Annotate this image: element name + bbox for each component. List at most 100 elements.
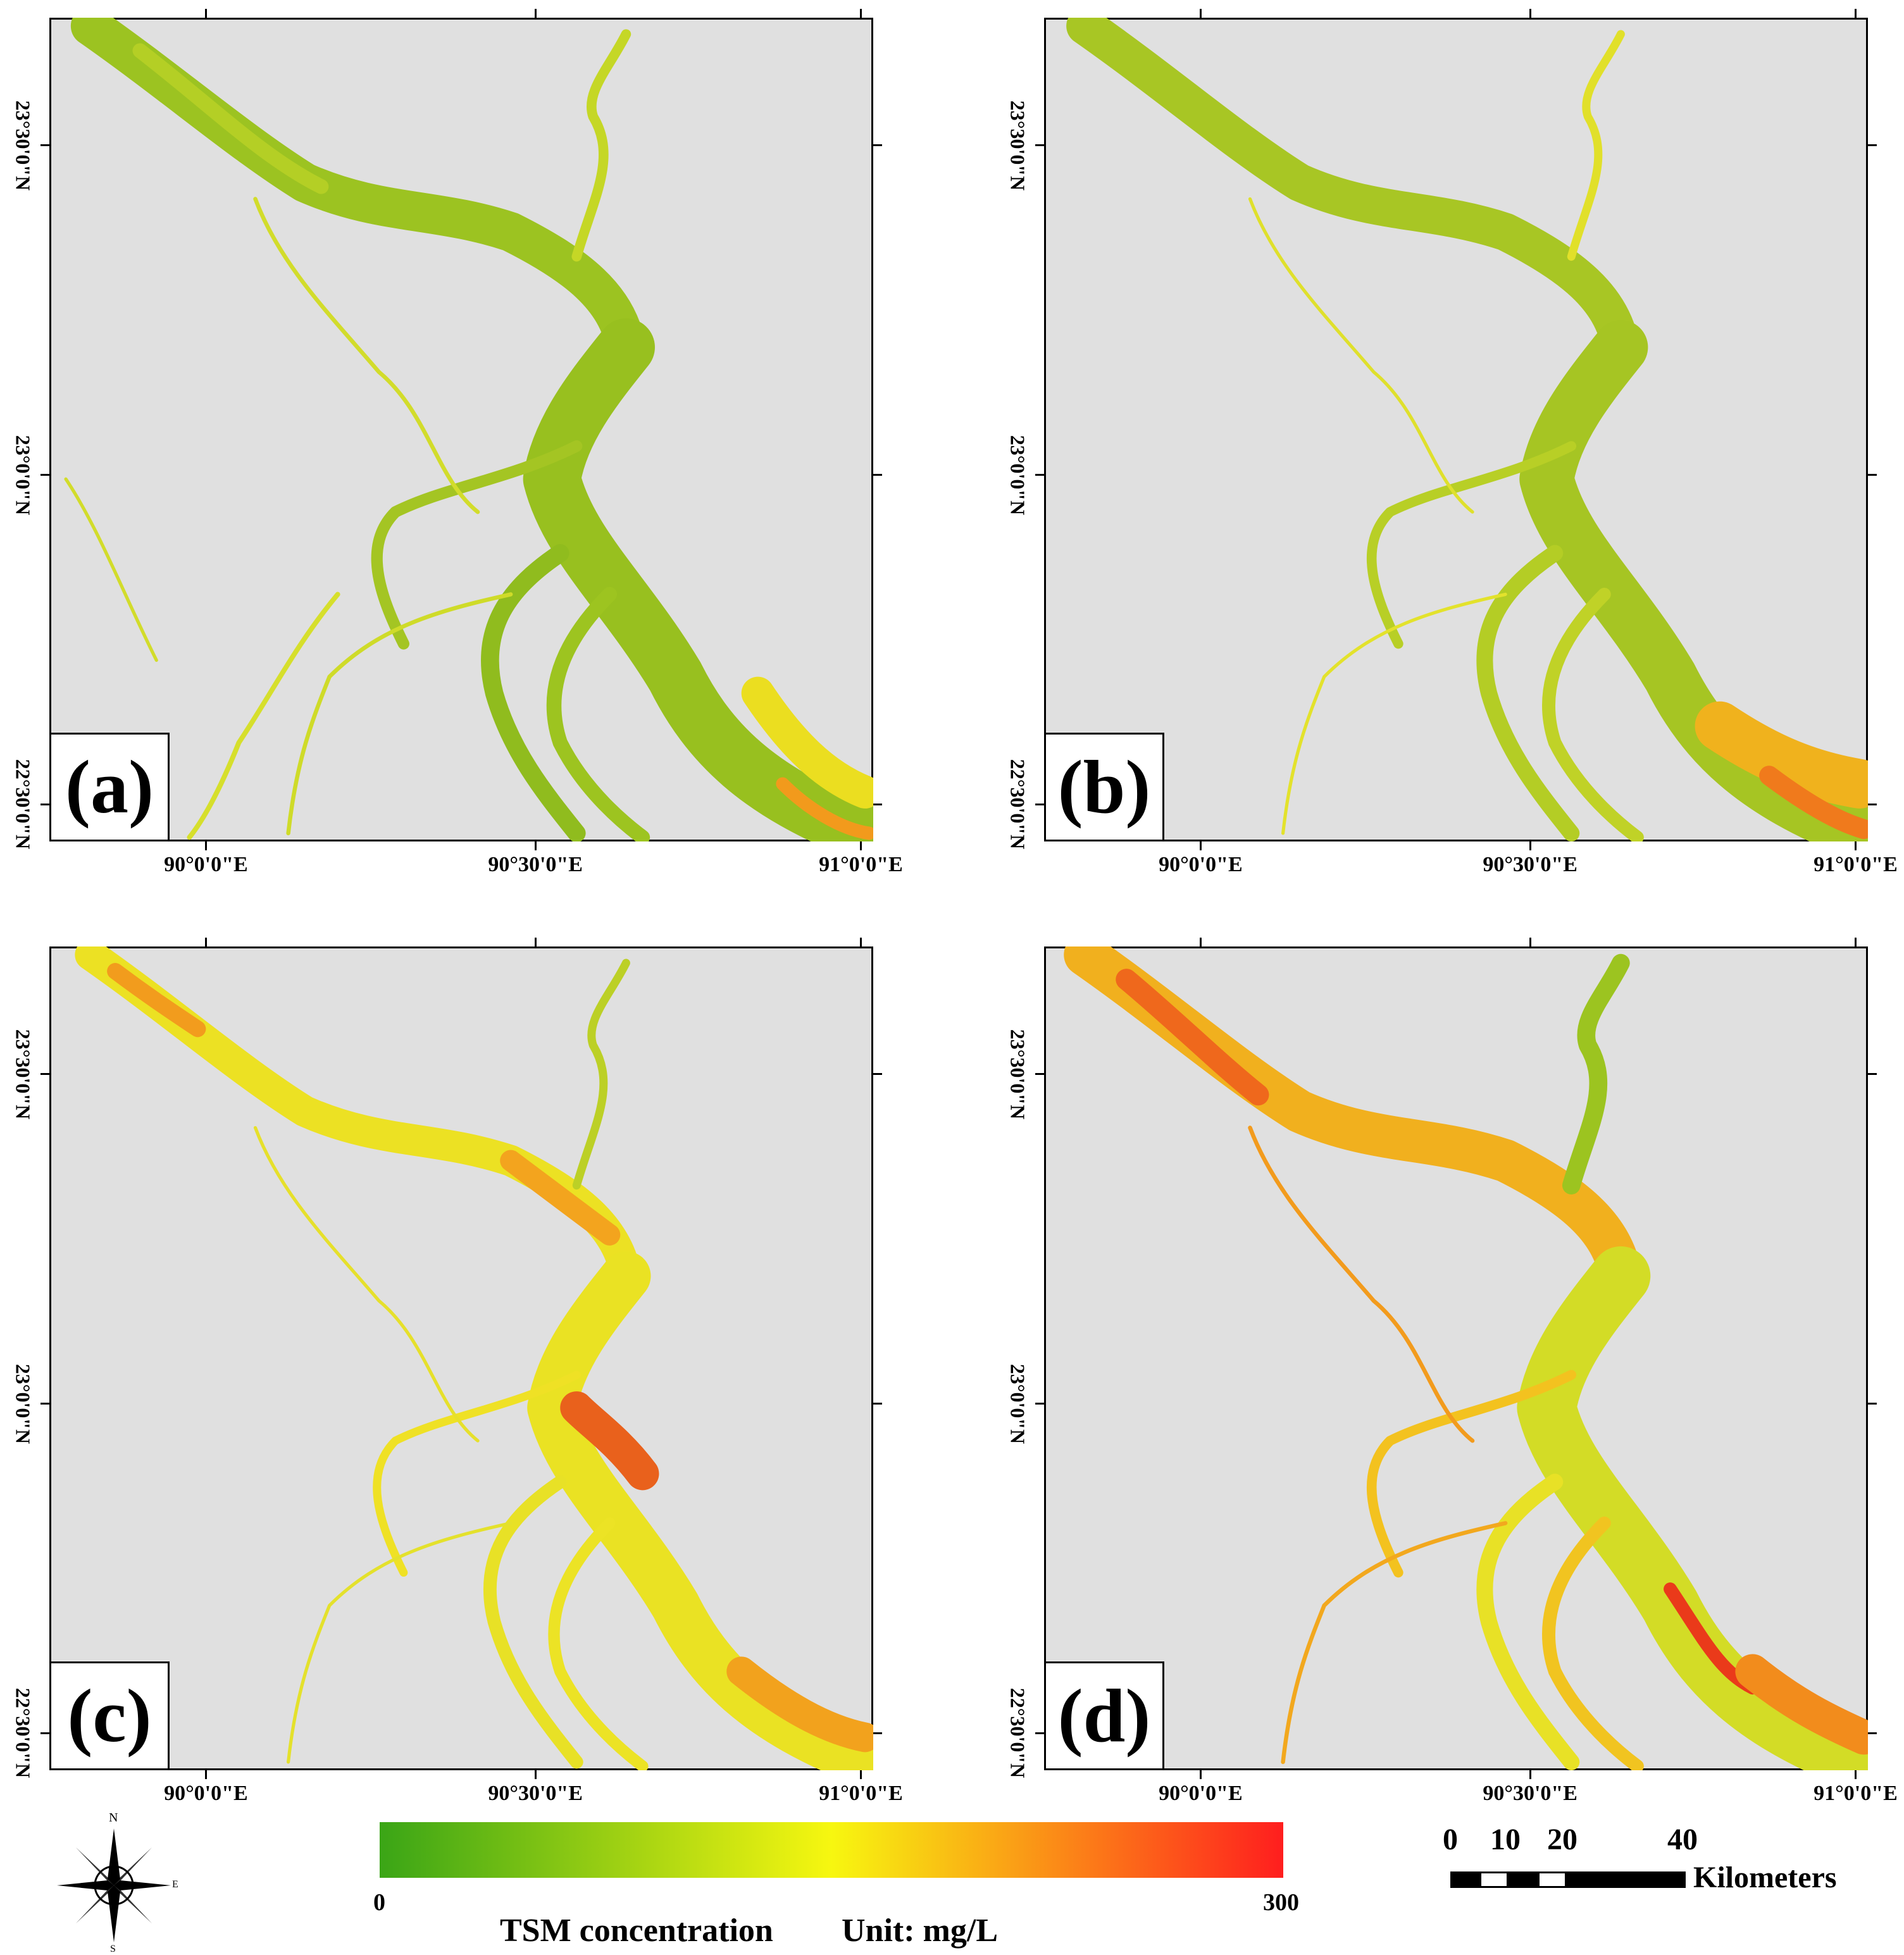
tsm-color-ramp bbox=[380, 1822, 1283, 1878]
compass-rose-icon bbox=[57, 1828, 171, 1942]
legend-max-label: 300 bbox=[1263, 1889, 1299, 1916]
axis-tick bbox=[859, 9, 862, 18]
axis-tick bbox=[1035, 1732, 1044, 1734]
axis-tick bbox=[1035, 803, 1044, 805]
map-panel-b: (b) bbox=[1044, 18, 1868, 841]
legend-title: TSM concentration bbox=[500, 1913, 773, 1949]
axis-tick bbox=[534, 9, 537, 18]
x-axis-label: 91°0'0"E bbox=[819, 1782, 903, 1805]
axis-tick bbox=[1868, 1732, 1877, 1734]
x-axis-label: 91°0'0"E bbox=[1814, 1782, 1898, 1805]
x-axis-label: 90°0'0"E bbox=[164, 1782, 248, 1805]
panel-label: (d) bbox=[1044, 1661, 1164, 1770]
panel-label: (c) bbox=[49, 1661, 170, 1770]
axis-tick bbox=[1868, 474, 1877, 476]
axis-tick bbox=[534, 938, 537, 946]
axis-tick bbox=[859, 938, 862, 946]
x-axis-label: 90°30'0"E bbox=[1483, 853, 1577, 876]
scale-tick-40: 40 bbox=[1667, 1823, 1698, 1856]
river-tsm-map bbox=[64, 18, 873, 841]
y-axis-label: 23°30'0"N bbox=[11, 1029, 35, 1120]
axis-tick bbox=[1035, 1403, 1044, 1405]
map-frame bbox=[1044, 946, 1868, 1770]
x-axis-label: 91°0'0"E bbox=[1814, 853, 1898, 876]
y-axis-label: 23°30'0"N bbox=[1006, 1029, 1030, 1120]
axis-tick bbox=[40, 803, 49, 805]
river-tsm-map bbox=[1064, 946, 1868, 1770]
scale-seg bbox=[1479, 1871, 1509, 1888]
axis-tick bbox=[1035, 474, 1044, 476]
axis-tick bbox=[40, 474, 49, 476]
axis-tick bbox=[1868, 144, 1877, 147]
x-axis-label: 90°30'0"E bbox=[1483, 1782, 1577, 1805]
panel-label: (b) bbox=[1044, 733, 1164, 841]
scale-tick-0: 0 bbox=[1443, 1823, 1458, 1856]
axis-tick bbox=[859, 841, 862, 850]
axis-tick bbox=[204, 9, 207, 18]
axis-tick bbox=[40, 1403, 49, 1405]
y-axis-label: 23°0'0"N bbox=[11, 435, 35, 515]
x-axis-label: 90°30'0"E bbox=[488, 853, 583, 876]
axis-tick bbox=[40, 144, 49, 147]
axis-tick bbox=[873, 1732, 882, 1734]
axis-tick bbox=[204, 841, 207, 850]
scale-bar bbox=[1450, 1871, 1686, 1888]
axis-tick bbox=[1199, 841, 1202, 850]
map-frame bbox=[49, 946, 873, 1770]
axis-tick bbox=[1199, 938, 1202, 946]
axis-tick bbox=[1529, 938, 1531, 946]
axis-tick bbox=[873, 803, 882, 805]
x-axis-label: 90°0'0"E bbox=[1159, 853, 1243, 876]
x-axis-label: 90°30'0"E bbox=[488, 1782, 583, 1805]
river-tsm-map bbox=[75, 946, 873, 1770]
scale-unit: Kilometers bbox=[1693, 1861, 1837, 1894]
axis-tick bbox=[1529, 9, 1531, 18]
axis-tick bbox=[40, 1073, 49, 1076]
axis-tick bbox=[1199, 9, 1202, 18]
axis-tick bbox=[1854, 841, 1857, 850]
north-arrow: N S E bbox=[51, 1811, 178, 1954]
legend-unit: Unit: mg/L bbox=[842, 1913, 998, 1949]
map-panel-d: (d) bbox=[1044, 946, 1868, 1770]
y-axis-label: 23°30'0"N bbox=[11, 100, 35, 191]
axis-tick bbox=[1868, 803, 1877, 805]
axis-tick bbox=[1854, 1770, 1857, 1779]
axis-tick bbox=[1035, 1073, 1044, 1076]
y-axis-label: 23°0'0"N bbox=[1006, 435, 1030, 515]
scale-seg bbox=[1538, 1871, 1567, 1888]
north-letter: N bbox=[109, 1811, 118, 1825]
axis-tick bbox=[873, 474, 882, 476]
axis-tick bbox=[40, 1732, 49, 1734]
x-axis-label: 90°0'0"E bbox=[1159, 1782, 1243, 1805]
axis-tick bbox=[1529, 841, 1531, 850]
south-letter: S bbox=[110, 1944, 116, 1954]
axis-tick bbox=[534, 841, 537, 850]
axis-tick bbox=[1529, 1770, 1531, 1779]
axis-tick bbox=[873, 1403, 882, 1405]
scale-seg bbox=[1450, 1871, 1479, 1888]
y-axis-label: 22°30'0"N bbox=[1006, 1688, 1030, 1778]
axis-tick bbox=[204, 1770, 207, 1779]
axis-tick bbox=[1868, 1073, 1877, 1076]
map-frame bbox=[49, 18, 873, 841]
axis-tick bbox=[534, 1770, 537, 1779]
scale-seg bbox=[1567, 1871, 1686, 1888]
y-axis-label: 23°0'0"N bbox=[11, 1363, 35, 1444]
axis-tick bbox=[1035, 144, 1044, 147]
axis-tick bbox=[873, 144, 882, 147]
map-panel-c: (c) bbox=[49, 946, 873, 1770]
y-axis-label: 22°30'0"N bbox=[11, 759, 35, 850]
axis-tick bbox=[204, 938, 207, 946]
axis-tick bbox=[873, 1073, 882, 1076]
y-axis-label: 22°30'0"N bbox=[1006, 759, 1030, 850]
scale-tick-10: 10 bbox=[1490, 1823, 1521, 1856]
axis-tick bbox=[1868, 1403, 1877, 1405]
east-letter: E bbox=[172, 1879, 178, 1890]
axis-tick bbox=[859, 1770, 862, 1779]
map-panel-a: (a) bbox=[49, 18, 873, 841]
x-axis-label: 90°0'0"E bbox=[164, 853, 248, 876]
axis-tick bbox=[1854, 938, 1857, 946]
y-axis-label: 23°30'0"N bbox=[1006, 100, 1030, 191]
scale-tick-20: 20 bbox=[1547, 1823, 1577, 1856]
legend-min-label: 0 bbox=[373, 1889, 385, 1916]
